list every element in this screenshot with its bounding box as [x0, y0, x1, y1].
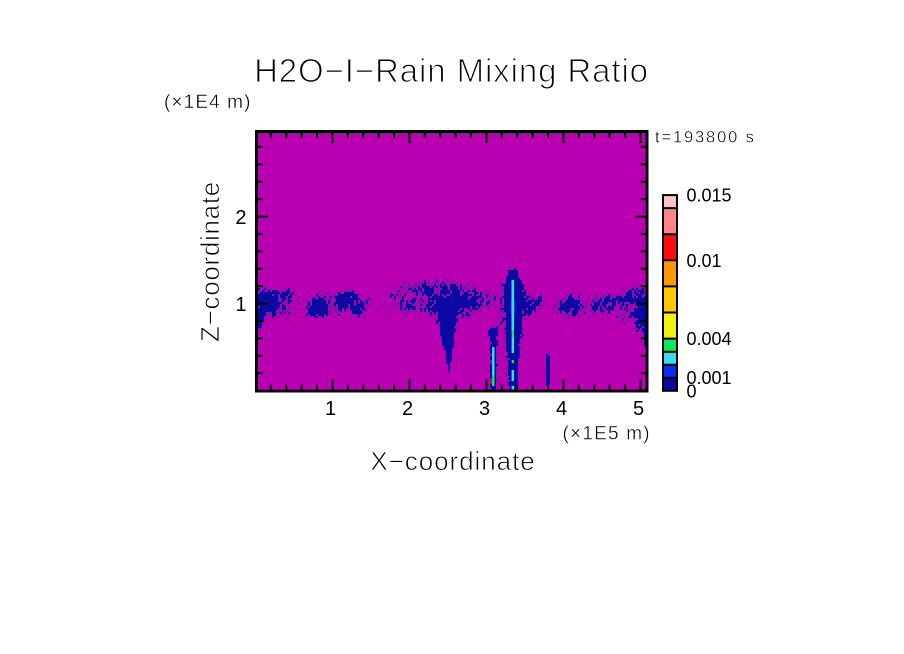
svg-text:5: 5	[633, 398, 644, 420]
svg-text:4: 4	[556, 398, 567, 420]
svg-text:0.015: 0.015	[687, 186, 732, 206]
svg-text:H2O−I−Rain Mixing Ratio: H2O−I−Rain Mixing Ratio	[254, 52, 649, 89]
svg-text:2: 2	[235, 207, 246, 229]
svg-text:1: 1	[235, 294, 246, 316]
svg-text:2: 2	[402, 398, 413, 420]
svg-text:1: 1	[325, 398, 336, 420]
svg-text:0.001: 0.001	[687, 368, 732, 388]
svg-text:(×1E5 m): (×1E5 m)	[563, 424, 651, 445]
svg-text:3: 3	[479, 398, 490, 420]
svg-text:(×1E4 m): (×1E4 m)	[164, 92, 252, 113]
svg-text:t=193800 s: t=193800 s	[655, 129, 756, 147]
svg-text:X−coordinate: X−coordinate	[370, 446, 535, 476]
svg-text:0.004: 0.004	[687, 329, 732, 349]
svg-text:0: 0	[687, 382, 697, 402]
svg-text:0.01: 0.01	[687, 251, 722, 271]
svg-text:Z−coordinate: Z−coordinate	[195, 181, 225, 342]
